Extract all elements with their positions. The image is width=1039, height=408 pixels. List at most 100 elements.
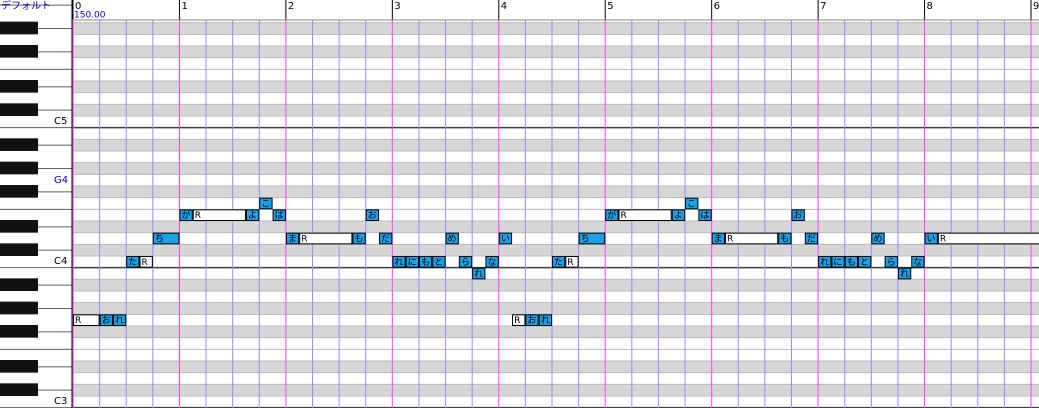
note[interactable] xyxy=(911,256,925,268)
note-lyric: お xyxy=(102,315,111,326)
note[interactable] xyxy=(352,232,366,245)
key-label: G4 xyxy=(54,175,68,186)
row xyxy=(72,302,1039,315)
measure-number: 1 xyxy=(181,1,187,12)
note[interactable] xyxy=(778,232,792,245)
note[interactable] xyxy=(192,209,246,221)
row xyxy=(72,396,1039,408)
note-lyric: よ xyxy=(248,210,257,221)
row xyxy=(72,116,1039,128)
note[interactable] xyxy=(578,232,606,245)
note[interactable] xyxy=(152,232,180,245)
note[interactable] xyxy=(538,314,553,327)
note[interactable] xyxy=(565,256,579,268)
note[interactable] xyxy=(259,197,273,210)
notes: R おれた Rちが R よこはま R もおだれにもとめられないR おれた Rちが R よこはま R もお… xyxy=(73,197,1039,327)
row xyxy=(72,186,1039,198)
measure-number: 5 xyxy=(607,1,613,12)
tempo[interactable]: 150.00 xyxy=(74,11,106,21)
note[interactable] xyxy=(245,209,260,221)
note[interactable] xyxy=(804,232,819,245)
note[interactable] xyxy=(405,256,419,268)
note-lyric: R xyxy=(514,316,520,326)
note-lyric: れ xyxy=(541,315,550,326)
note-lyric: れ xyxy=(900,269,909,280)
note[interactable] xyxy=(126,256,140,268)
note-lyric: ら xyxy=(461,257,470,268)
note[interactable] xyxy=(299,232,353,245)
note-lyric: も xyxy=(354,234,363,245)
note-lyric: め xyxy=(448,234,457,245)
note[interactable] xyxy=(432,256,446,268)
note[interactable] xyxy=(884,256,898,268)
note[interactable] xyxy=(139,256,153,268)
note[interactable] xyxy=(605,209,619,221)
track-name[interactable]: デフォルト xyxy=(1,0,51,12)
note-lyric: R xyxy=(195,211,201,221)
note[interactable] xyxy=(791,209,805,221)
note[interactable] xyxy=(844,256,859,268)
row xyxy=(72,314,1039,326)
note[interactable] xyxy=(392,256,406,268)
note[interactable] xyxy=(671,209,686,221)
note[interactable] xyxy=(937,232,1039,245)
row xyxy=(72,22,1039,35)
note-lyric: R xyxy=(301,235,307,245)
black-key xyxy=(0,103,38,116)
note-lyric: R xyxy=(142,258,148,268)
note[interactable] xyxy=(552,256,566,268)
row xyxy=(72,372,1039,385)
note[interactable] xyxy=(73,314,100,327)
note[interactable] xyxy=(445,232,459,245)
row xyxy=(72,20,1039,23)
row xyxy=(72,174,1039,186)
row xyxy=(72,34,1039,46)
note[interactable] xyxy=(698,209,712,221)
row xyxy=(72,232,1039,245)
row xyxy=(72,291,1039,303)
note[interactable] xyxy=(512,314,526,327)
black-key xyxy=(0,301,38,315)
note-lyric: と xyxy=(434,257,443,268)
note[interactable] xyxy=(112,314,127,327)
note[interactable] xyxy=(285,232,300,245)
note[interactable] xyxy=(525,314,539,327)
measure-number: 2 xyxy=(288,1,294,12)
note-lyric: が xyxy=(181,209,190,221)
row xyxy=(72,127,1039,140)
note[interactable] xyxy=(685,197,699,210)
note[interactable] xyxy=(924,232,938,245)
note[interactable] xyxy=(871,232,885,245)
note[interactable] xyxy=(485,256,499,268)
note-lyric: が xyxy=(607,209,616,221)
black-key xyxy=(0,383,38,396)
note[interactable] xyxy=(818,256,832,268)
note[interactable] xyxy=(179,209,193,221)
note[interactable] xyxy=(458,256,473,268)
note[interactable] xyxy=(618,209,672,221)
note[interactable] xyxy=(897,267,912,280)
note[interactable] xyxy=(711,232,725,245)
note[interactable] xyxy=(724,232,779,245)
note[interactable] xyxy=(99,314,113,327)
note-lyric: れ xyxy=(115,315,124,326)
note[interactable] xyxy=(418,256,433,268)
note-lyric: こ xyxy=(261,200,270,210)
note[interactable] xyxy=(831,256,845,268)
row xyxy=(72,337,1039,350)
measure-number: 7 xyxy=(820,1,826,12)
note-lyric: よ xyxy=(674,210,683,221)
note[interactable] xyxy=(365,209,380,221)
note[interactable] xyxy=(472,267,486,280)
note-lyric: R xyxy=(75,316,81,326)
row xyxy=(72,57,1039,70)
note[interactable] xyxy=(498,232,513,245)
note-lyric: れ xyxy=(820,257,829,268)
note[interactable] xyxy=(379,232,393,245)
note[interactable] xyxy=(272,209,286,221)
note[interactable] xyxy=(858,256,872,268)
note-lyric: も xyxy=(780,234,789,245)
row xyxy=(72,46,1039,58)
